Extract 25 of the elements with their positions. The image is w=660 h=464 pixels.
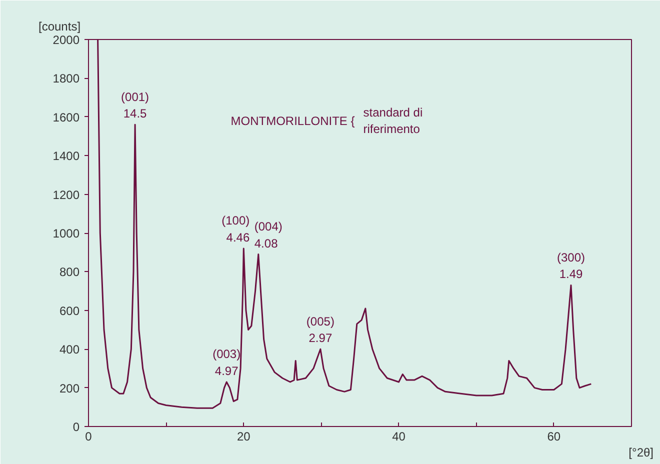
- annotation: (001) 14.5: [121, 90, 150, 121]
- annotation: (005) 2.97: [306, 314, 334, 346]
- x-tick-label: 40: [392, 430, 406, 444]
- y-tick-label: 1800: [52, 72, 80, 86]
- y-tick-label: 1000: [52, 226, 80, 240]
- text: standard di riferimento: [363, 105, 423, 136]
- annotation: (003) 4.97: [212, 347, 241, 378]
- y-tick-label: 1600: [52, 110, 80, 124]
- text: MONTMORILLONITE {: [230, 114, 355, 128]
- y-tick-label: 800: [59, 265, 80, 280]
- y-tick-label: 1200: [52, 188, 80, 202]
- y-tick-label: 2000: [52, 33, 80, 47]
- x-tick-label: 0: [85, 430, 92, 444]
- x-axis-title: [°2θ]: [628, 446, 654, 460]
- annotation: (004) 4.08: [254, 219, 282, 250]
- annotation: (300) 1.49: [556, 250, 586, 282]
- y-tick-label: 0: [72, 420, 80, 434]
- y-axis-title: [counts]: [38, 20, 81, 34]
- y-tick-label: 200: [59, 381, 80, 396]
- y-tick-label: 400: [59, 342, 80, 357]
- y-tick-label: 600: [59, 304, 80, 318]
- y-tick-label: 1400: [52, 149, 80, 164]
- x-tick-label: 60: [547, 430, 561, 444]
- annotation: (100) 4.46: [222, 214, 250, 244]
- x-tick-label: 20: [236, 430, 251, 444]
